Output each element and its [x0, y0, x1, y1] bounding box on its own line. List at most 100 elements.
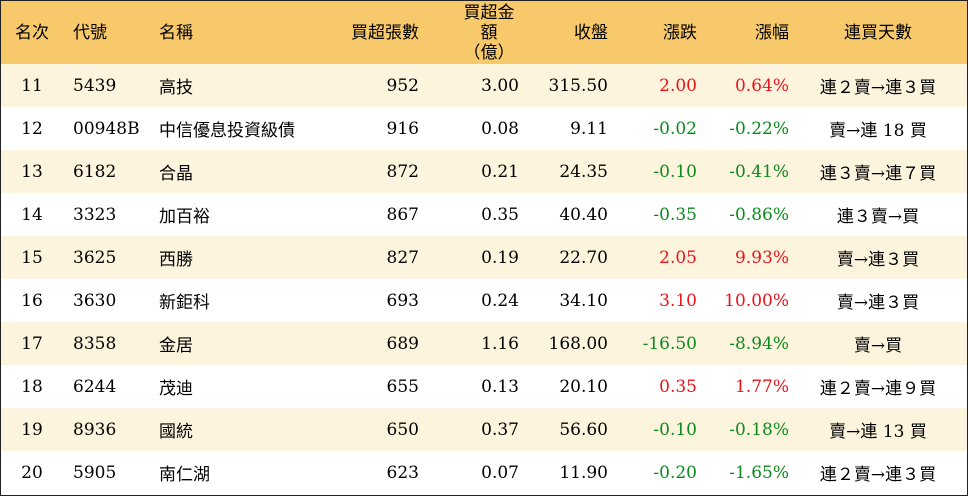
cell-name: 新鉅科 — [159, 293, 210, 313]
cell-change-pct: -1.65% — [729, 462, 789, 483]
cell-change-pct: 0.64% — [734, 75, 789, 96]
cell-name: 加百裕 — [159, 207, 210, 227]
cell-net-buy-amount: 0.07 — [481, 462, 519, 483]
header-close: 收盤 — [574, 22, 608, 43]
cell-change: 2.05 — [659, 247, 697, 268]
cell-rank: 14 — [21, 204, 43, 225]
cell-consecutive-days: 賣→買 — [853, 336, 903, 356]
cell-change-pct: -0.41% — [729, 161, 789, 182]
cell-rank: 17 — [21, 333, 43, 354]
cell-change-pct: 1.77% — [734, 376, 789, 397]
cell-rank: 15 — [21, 247, 43, 268]
cell-code: 00948B — [73, 118, 140, 139]
cell-name: 高技 — [159, 78, 193, 98]
cell-net-buy-lots: 872 — [386, 161, 419, 182]
cell-close: 315.50 — [548, 75, 608, 96]
cell-net-buy-lots: 623 — [386, 462, 419, 483]
cell-change-pct: -8.94% — [729, 333, 789, 354]
cell-change: 0.35 — [659, 376, 697, 397]
cell-change: -0.35 — [653, 204, 697, 225]
cell-close: 9.11 — [570, 118, 608, 139]
table-row: 14 3323 加百裕 867 0.35 40.40 -0.35 -0.86% 連３賣→買 — [1, 193, 967, 236]
cell-net-buy-lots: 655 — [386, 376, 419, 397]
cell-consecutive-days: 賣→連 13 買 — [829, 422, 927, 442]
cell-rank: 18 — [21, 376, 43, 397]
cell-code: 8358 — [73, 333, 117, 354]
cell-consecutive-days: 賣→連３買 — [836, 250, 920, 270]
cell-net-buy-lots: 693 — [386, 290, 419, 311]
cell-name: 南仁湖 — [159, 465, 210, 485]
cell-close: 34.10 — [559, 290, 608, 311]
header-row: 名次 代號 名稱 買超張數 買超金額 （億） 收盤 漲跌 漲幅 連買天數 — [1, 1, 967, 64]
cell-change: -0.10 — [653, 419, 697, 440]
cell-code: 3630 — [73, 290, 117, 311]
table-row: 13 6182 合晶 872 0.21 24.35 -0.10 -0.41% 連３賣→連７買 — [1, 150, 967, 193]
cell-close: 40.40 — [559, 204, 608, 225]
table-row: 16 3630 新鉅科 693 0.24 34.10 3.10 10.00% 賣→連３買 — [1, 279, 967, 322]
cell-change: -16.50 — [642, 333, 697, 354]
cell-change-pct: -0.86% — [729, 204, 789, 225]
cell-net-buy-lots: 689 — [386, 333, 419, 354]
table-body: 11 5439 高技 952 3.00 315.50 2.00 0.64% 連２賣→連３買 12 0… — [1, 64, 967, 494]
cell-net-buy-amount: 0.37 — [481, 419, 519, 440]
header-consecutive-days: 連買天數 — [844, 22, 912, 43]
cell-consecutive-days: 連２賣→連３買 — [819, 78, 937, 98]
cell-net-buy-amount: 0.24 — [481, 290, 519, 311]
cell-net-buy-amount: 1.16 — [481, 333, 519, 354]
cell-consecutive-days: 賣→連３買 — [836, 293, 920, 313]
cell-code: 5439 — [73, 75, 117, 96]
cell-change-pct: -0.22% — [729, 118, 789, 139]
cell-change: 2.00 — [659, 75, 697, 96]
cell-net-buy-lots: 952 — [386, 75, 419, 96]
cell-rank: 11 — [21, 75, 43, 96]
cell-code: 3625 — [73, 247, 117, 268]
cell-net-buy-amount: 0.19 — [481, 247, 519, 268]
cell-net-buy-amount: 0.08 — [481, 118, 519, 139]
header-change: 漲跌 — [663, 22, 697, 43]
cell-code: 8936 — [73, 419, 117, 440]
table-row: 18 6244 茂迪 655 0.13 20.10 0.35 1.77% 連２賣→連９買 — [1, 365, 967, 408]
table-header: 名次 代號 名稱 買超張數 買超金額 （億） 收盤 漲跌 漲幅 連買天數 — [1, 1, 967, 64]
cell-close: 168.00 — [548, 333, 608, 354]
cell-consecutive-days: 連２賣→連３買 — [819, 465, 937, 485]
cell-consecutive-days: 賣→連 18 買 — [829, 121, 927, 141]
header-net-buy-amount-unit: （億） — [463, 42, 515, 63]
cell-name: 中信優息投資級債 — [159, 121, 295, 141]
cell-net-buy-amount: 0.35 — [481, 204, 519, 225]
cell-net-buy-amount: 3.00 — [481, 75, 519, 96]
header-net-buy-lots: 買超張數 — [351, 22, 419, 43]
cell-net-buy-lots: 916 — [386, 118, 419, 139]
header-rank: 名次 — [15, 22, 49, 43]
cell-code: 3323 — [73, 204, 117, 225]
header-change-pct: 漲幅 — [755, 22, 789, 43]
cell-rank: 13 — [21, 161, 43, 182]
cell-close: 20.10 — [559, 376, 608, 397]
table-row: 15 3625 西勝 827 0.19 22.70 2.05 9.93% 賣→連３買 — [1, 236, 967, 279]
table-row: 11 5439 高技 952 3.00 315.50 2.00 0.64% 連２賣→連３買 — [1, 64, 967, 107]
cell-code: 6244 — [73, 376, 117, 397]
header-code: 代號 — [73, 22, 107, 43]
table-row: 12 00948B 中信優息投資級債 916 0.08 9.11 -0.02 -0.22% 賣→… — [1, 107, 967, 150]
cell-net-buy-amount: 0.13 — [481, 376, 519, 397]
table-row: 17 8358 金居 689 1.16 168.00 -16.50 -8.94% 賣→買 — [1, 322, 967, 365]
cell-net-buy-lots: 650 — [386, 419, 419, 440]
cell-close: 11.90 — [559, 462, 608, 483]
cell-rank: 20 — [21, 462, 43, 483]
cell-consecutive-days: 連２賣→連９買 — [819, 379, 937, 399]
cell-code: 6182 — [73, 161, 117, 182]
cell-net-buy-lots: 827 — [386, 247, 419, 268]
cell-change-pct: -0.18% — [729, 419, 789, 440]
cell-name: 西勝 — [159, 250, 193, 270]
header-net-buy-amount: 買超金額 （億） — [419, 1, 519, 64]
cell-close: 22.70 — [559, 247, 608, 268]
cell-code: 5905 — [73, 462, 117, 483]
cell-change: -0.02 — [653, 118, 697, 139]
cell-change: 3.10 — [659, 290, 697, 311]
cell-close: 56.60 — [559, 419, 608, 440]
cell-rank: 19 — [21, 419, 43, 440]
cell-rank: 12 — [21, 118, 43, 139]
table-row: 20 5905 南仁湖 623 0.07 11.90 -0.20 -1.65% 連２賣→連３買 — [1, 451, 967, 494]
cell-name: 金居 — [159, 336, 193, 356]
